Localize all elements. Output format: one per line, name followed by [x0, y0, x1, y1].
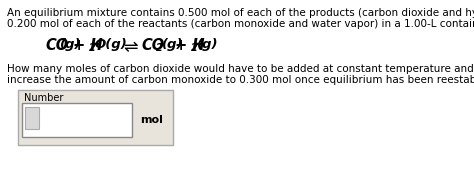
Text: increase the amount of carbon monoxide to 0.300 mol once equilibrium has been re: increase the amount of carbon monoxide t…: [7, 75, 474, 85]
Text: (g): (g): [162, 38, 183, 51]
Text: CO: CO: [45, 38, 68, 53]
Text: An equilibrium mixture contains 0.500 mol of each of the products (carbon dioxid: An equilibrium mixture contains 0.500 mo…: [7, 8, 474, 18]
Bar: [22, 103, 132, 137]
Bar: [25, 107, 39, 129]
Text: ⇌: ⇌: [123, 38, 137, 56]
Text: 2: 2: [89, 43, 96, 53]
Text: Number: Number: [24, 93, 64, 103]
Text: 2: 2: [191, 43, 198, 53]
Bar: [18, 90, 173, 145]
Text: + H: + H: [175, 38, 205, 53]
Text: 0.200 mol of each of the reactants (carbon monoxide and water vapor) in a 1.00-L: 0.200 mol of each of the reactants (carb…: [7, 19, 474, 29]
Text: mol: mol: [140, 115, 163, 125]
Text: (g): (g): [60, 38, 82, 51]
Text: How many moles of carbon dioxide would have to be added at constant temperature : How many moles of carbon dioxide would h…: [7, 64, 474, 74]
Text: O(g): O(g): [95, 38, 128, 51]
Text: CO: CO: [141, 38, 164, 53]
Text: (g): (g): [197, 38, 219, 51]
Text: 2: 2: [156, 43, 163, 53]
Text: + H: + H: [73, 38, 103, 53]
